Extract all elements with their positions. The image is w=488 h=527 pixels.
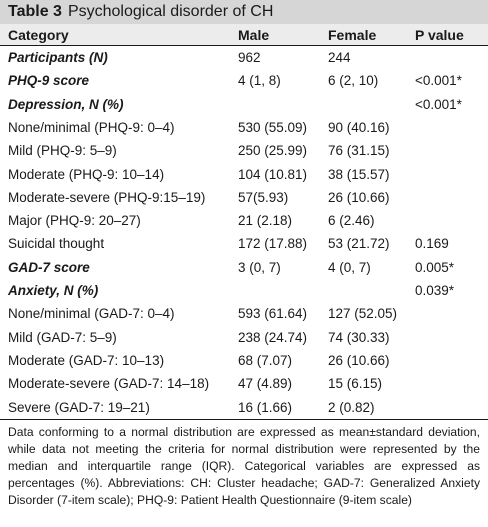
- cell-p-value: 0.039*: [415, 283, 455, 298]
- table-title: Psychological disorder of CH: [67, 3, 274, 20]
- cell-male: 104 (10.81): [238, 167, 308, 182]
- cell-category: GAD-7 score: [8, 260, 90, 275]
- cell-female: 4 (0, 7): [328, 260, 371, 275]
- cell-category: None/minimal (GAD-7: 0–4): [8, 306, 175, 321]
- cell-female: 244: [328, 50, 351, 65]
- cell-category: None/minimal (PHQ-9: 0–4): [8, 120, 175, 135]
- cell-category: Major (PHQ-9: 20–27): [8, 213, 141, 228]
- cell-category: Moderate (GAD-7: 10–13): [8, 353, 165, 368]
- cell-category: Moderate-severe (GAD-7: 14–18): [8, 376, 210, 391]
- cell-male: 47 (4.89): [238, 376, 293, 391]
- cell-p-value: <0.001*: [415, 97, 462, 112]
- cell-male: 172 (17.88): [238, 236, 308, 251]
- table-caption: Table 3 Psychological disorder of CH: [8, 2, 273, 22]
- cell-p-value: 0.169: [415, 236, 449, 251]
- table-footnote: Data conforming to a normal distribution…: [8, 425, 480, 507]
- header-rule: [0, 45, 488, 46]
- cell-female: 15 (6.15): [328, 376, 383, 391]
- cell-male: 57(5.93): [238, 190, 289, 205]
- cell-female: 38 (15.57): [328, 167, 390, 182]
- cell-category: Anxiety, N (%): [8, 283, 99, 298]
- cell-category: Moderate-severe (PHQ-9:15–19): [8, 190, 206, 205]
- bottom-rule: [0, 419, 488, 420]
- column-header-p-value: P value: [415, 27, 464, 43]
- cell-male: 3 (0, 7): [238, 260, 281, 275]
- cell-female: 76 (31.15): [328, 143, 390, 158]
- cell-female: 2 (0.82): [328, 400, 375, 415]
- cell-male: 21 (2.18): [238, 213, 293, 228]
- column-header-female: Female: [328, 27, 377, 43]
- cell-male: 16 (1.66): [238, 400, 293, 415]
- cell-category: Mild (PHQ-9: 5–9): [8, 143, 117, 158]
- cell-p-value: 0.005*: [415, 260, 455, 275]
- cell-p-value: <0.001*: [415, 73, 462, 88]
- cell-female: 53 (21.72): [328, 236, 390, 251]
- cell-female: 6 (2, 10): [328, 73, 379, 88]
- cell-female: 90 (40.16): [328, 120, 390, 135]
- cell-category: Severe (GAD-7: 19–21): [8, 400, 150, 415]
- column-header-male: Male: [238, 27, 270, 43]
- cell-female: 6 (2.46): [328, 213, 375, 228]
- caption-bar: [0, 0, 488, 24]
- cell-female: 26 (10.66): [328, 190, 390, 205]
- cell-category: PHQ-9 score: [8, 73, 90, 88]
- cell-category: Mild (GAD-7: 5–9): [8, 330, 117, 345]
- cell-category: Suicidal thought: [8, 236, 105, 251]
- cell-female: 26 (10.66): [328, 353, 390, 368]
- cell-male: 68 (7.07): [238, 353, 293, 368]
- cell-male: 530 (55.09): [238, 120, 308, 135]
- cell-female: 74 (30.33): [328, 330, 390, 345]
- cell-female: 127 (52.05): [328, 306, 398, 321]
- cell-male: 593 (61.64): [238, 306, 308, 321]
- cell-category: Depression, N (%): [8, 97, 124, 112]
- cell-male: 4 (1, 8): [238, 73, 281, 88]
- cell-male: 250 (25.99): [238, 143, 308, 158]
- cell-male: 238 (24.74): [238, 330, 308, 345]
- cell-male: 962: [238, 50, 261, 65]
- cell-category: Moderate (PHQ-9: 10–14): [8, 167, 165, 182]
- cell-category: Participants (N): [8, 50, 108, 65]
- table-label: Table 3: [8, 3, 62, 20]
- header-background: [0, 24, 488, 45]
- column-header-category: Category: [8, 27, 69, 43]
